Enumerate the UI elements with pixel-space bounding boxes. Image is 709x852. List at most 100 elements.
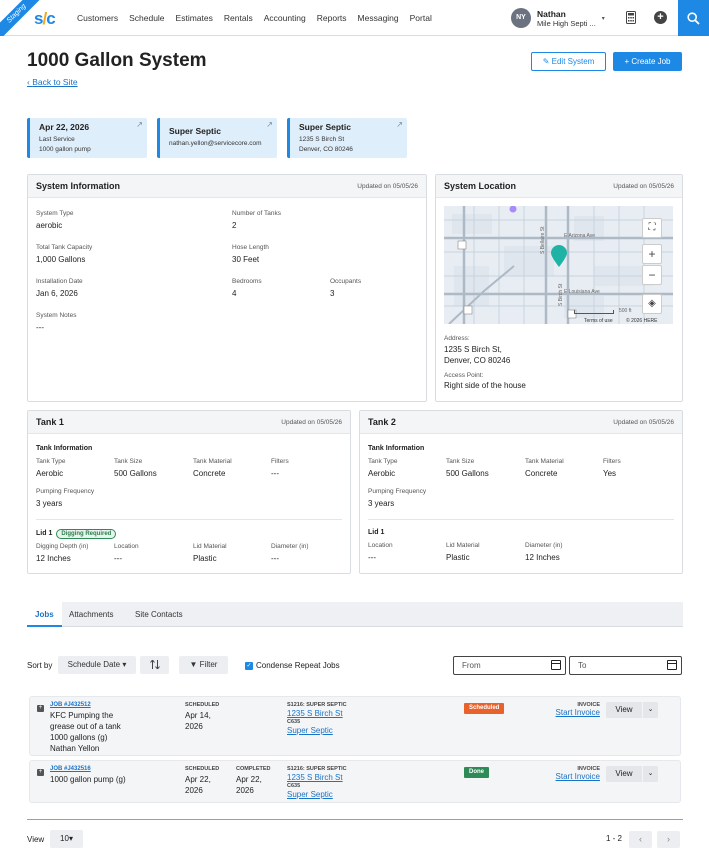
field-installation-date: Installation Date Jan 6, 2026 bbox=[36, 278, 83, 298]
back-to-site-link[interactable]: ‹ Back to Site bbox=[27, 77, 78, 87]
customer-link[interactable]: Super Septic bbox=[287, 726, 333, 735]
start-invoice-link[interactable]: Start Invoice bbox=[555, 708, 600, 717]
panel-title: System Information bbox=[36, 181, 121, 191]
panel-header: Tank 1 Updated on 05/05/26 bbox=[28, 411, 350, 434]
table-row[interactable]: + JOB #J432512 KFC Pumping the grease ou… bbox=[29, 696, 681, 756]
calendar-icon[interactable] bbox=[667, 660, 677, 670]
tab-attachments[interactable]: Attachments bbox=[69, 610, 114, 619]
user-menu[interactable]: NY Nathan Mile High Septi ... ▾ bbox=[511, 8, 605, 28]
main-menu: Customers Schedule Estimates Rentals Acc… bbox=[77, 13, 443, 23]
field-system-type: System Type aerobic bbox=[36, 210, 73, 230]
plus-icon: + bbox=[624, 57, 632, 66]
chevron-down-icon: ▾ bbox=[601, 15, 605, 22]
menu-accounting[interactable]: Accounting bbox=[263, 13, 306, 23]
company-name: Mile High Septi ... bbox=[537, 18, 596, 28]
condense-repeat-jobs-checkbox[interactable]: ✓ Condense Repeat Jobs bbox=[245, 661, 340, 670]
start-invoice-link[interactable]: Start Invoice bbox=[555, 772, 600, 781]
field-value: Plastic bbox=[193, 554, 217, 563]
tank-filters: Filters --- bbox=[271, 458, 289, 478]
field-value: 2 bbox=[232, 221, 237, 230]
calendar-icon[interactable] bbox=[551, 660, 561, 670]
field-value: 500 Gallons bbox=[446, 469, 489, 478]
field-value: 1,000 Gallons bbox=[36, 255, 86, 264]
address-link[interactable]: 1235 S Birch St bbox=[287, 773, 343, 782]
menu-customers[interactable]: Customers bbox=[77, 13, 119, 23]
from-placeholder: From bbox=[462, 661, 481, 670]
sort-icon bbox=[149, 659, 160, 670]
desc-line: grease out of a tank bbox=[50, 722, 121, 731]
view-button[interactable]: View bbox=[606, 766, 642, 782]
fullscreen-icon[interactable]: ⛶ bbox=[642, 218, 662, 238]
menu-reports[interactable]: Reports bbox=[316, 13, 347, 23]
chevron-left-icon[interactable]: ‹ bbox=[629, 831, 652, 848]
completed-column: COMPLETED Apr 22, 2026 bbox=[236, 766, 271, 796]
to-date-input[interactable]: To bbox=[569, 656, 682, 675]
per-page-select[interactable]: 10▾ bbox=[50, 830, 83, 848]
field-value: 12 Inches bbox=[525, 553, 560, 562]
edit-system-button[interactable]: ✎ Edit System bbox=[531, 52, 606, 71]
expand-icon[interactable]: + bbox=[37, 769, 44, 776]
user-name: Nathan bbox=[537, 8, 566, 19]
card-title: Apr 22, 2026 bbox=[39, 122, 90, 132]
table-row[interactable]: + JOB #J432516 1000 gallon pump (g) SCHE… bbox=[29, 760, 681, 803]
menu-messaging[interactable]: Messaging bbox=[357, 13, 399, 23]
menu-estimates[interactable]: Estimates bbox=[175, 13, 213, 23]
map-terms-link[interactable]: Terms of use bbox=[584, 318, 613, 324]
lid-location: Location --- bbox=[114, 543, 139, 563]
col-value: 2026 bbox=[236, 786, 254, 795]
avatar: NY bbox=[511, 8, 531, 28]
tab-site-contacts[interactable]: Site Contacts bbox=[135, 610, 183, 619]
lid-heading: Lid 1 bbox=[36, 530, 53, 537]
zoom-out-icon[interactable]: − bbox=[642, 265, 662, 285]
view-button[interactable]: View bbox=[606, 702, 642, 718]
external-link-icon: ↗ bbox=[266, 120, 273, 129]
address-link[interactable]: 1235 S Birch St bbox=[287, 709, 343, 718]
menu-portal[interactable]: Portal bbox=[409, 13, 432, 23]
contact-card[interactable]: Super Septic nathan.yellon@servicecore.c… bbox=[157, 118, 277, 158]
field-label: Filters bbox=[603, 458, 621, 465]
tab-jobs[interactable]: Jobs bbox=[27, 602, 62, 627]
last-service-card[interactable]: Apr 22, 2026 Last Service 1000 gallon pu… bbox=[27, 118, 147, 158]
layers-icon[interactable]: ◈ bbox=[642, 294, 662, 314]
address-field: Address: 1235 S Birch St, Denver, CO 802… bbox=[444, 335, 510, 366]
chevron-right-icon[interactable]: › bbox=[657, 831, 680, 848]
app-logo[interactable]: s/c bbox=[34, 9, 56, 29]
calculator-icon[interactable] bbox=[624, 11, 638, 25]
site-card[interactable]: Super Septic 1235 S Birch St Denver, CO … bbox=[287, 118, 407, 158]
field-value: Concrete bbox=[193, 469, 226, 478]
tank-2-panel: Tank 2 Updated on 05/05/26 Tank Informat… bbox=[359, 410, 683, 574]
section-title: Tank Information bbox=[36, 445, 93, 452]
customer-link[interactable]: Super Septic bbox=[287, 790, 333, 799]
field-label: Filters bbox=[271, 458, 289, 465]
zoom-in-icon[interactable]: + bbox=[642, 244, 662, 264]
field-label: Address: bbox=[444, 335, 470, 342]
card-title: Super Septic bbox=[169, 126, 221, 136]
logo-part-c: c bbox=[46, 9, 56, 28]
col-value: 2026 bbox=[185, 722, 203, 731]
chevron-down-icon[interactable]: ⌄ bbox=[643, 702, 658, 718]
filter-button[interactable]: ▼ Filter bbox=[179, 656, 228, 674]
create-label: Create Job bbox=[631, 57, 671, 66]
search-button[interactable] bbox=[678, 0, 709, 36]
menu-rentals[interactable]: Rentals bbox=[223, 13, 253, 23]
field-hose-length: Hose Length 30 Feet bbox=[232, 244, 269, 264]
tab-bar: Jobs Attachments Site Contacts bbox=[27, 602, 683, 627]
add-icon[interactable]: + bbox=[654, 11, 667, 24]
sort-direction-button[interactable] bbox=[140, 656, 169, 674]
from-date-input[interactable]: From bbox=[453, 656, 566, 675]
menu-schedule[interactable]: Schedule bbox=[129, 13, 165, 23]
lid-diameter: Diameter (in) --- bbox=[271, 543, 309, 563]
field-value: 4 bbox=[232, 289, 237, 298]
chevron-down-icon[interactable]: ⌄ bbox=[643, 766, 658, 782]
create-job-button[interactable]: + Create Job bbox=[613, 52, 682, 71]
map-pin-icon[interactable] bbox=[550, 244, 568, 268]
invoice-column: INVOICE Start Invoice bbox=[550, 702, 600, 717]
field-bedrooms: Bedrooms 4 bbox=[232, 278, 262, 298]
job-id-link[interactable]: JOB #J432516 bbox=[50, 766, 91, 772]
field-value: 3 bbox=[330, 289, 335, 298]
location-map[interactable]: E Arizona Ave E Louisiana Ave S Birch St… bbox=[444, 206, 673, 324]
expand-icon[interactable]: + bbox=[37, 705, 44, 712]
sort-select[interactable]: Schedule Date ▾ bbox=[58, 656, 136, 674]
field-value: 3 years bbox=[36, 499, 63, 508]
job-id-link[interactable]: JOB #J432512 bbox=[50, 702, 91, 708]
